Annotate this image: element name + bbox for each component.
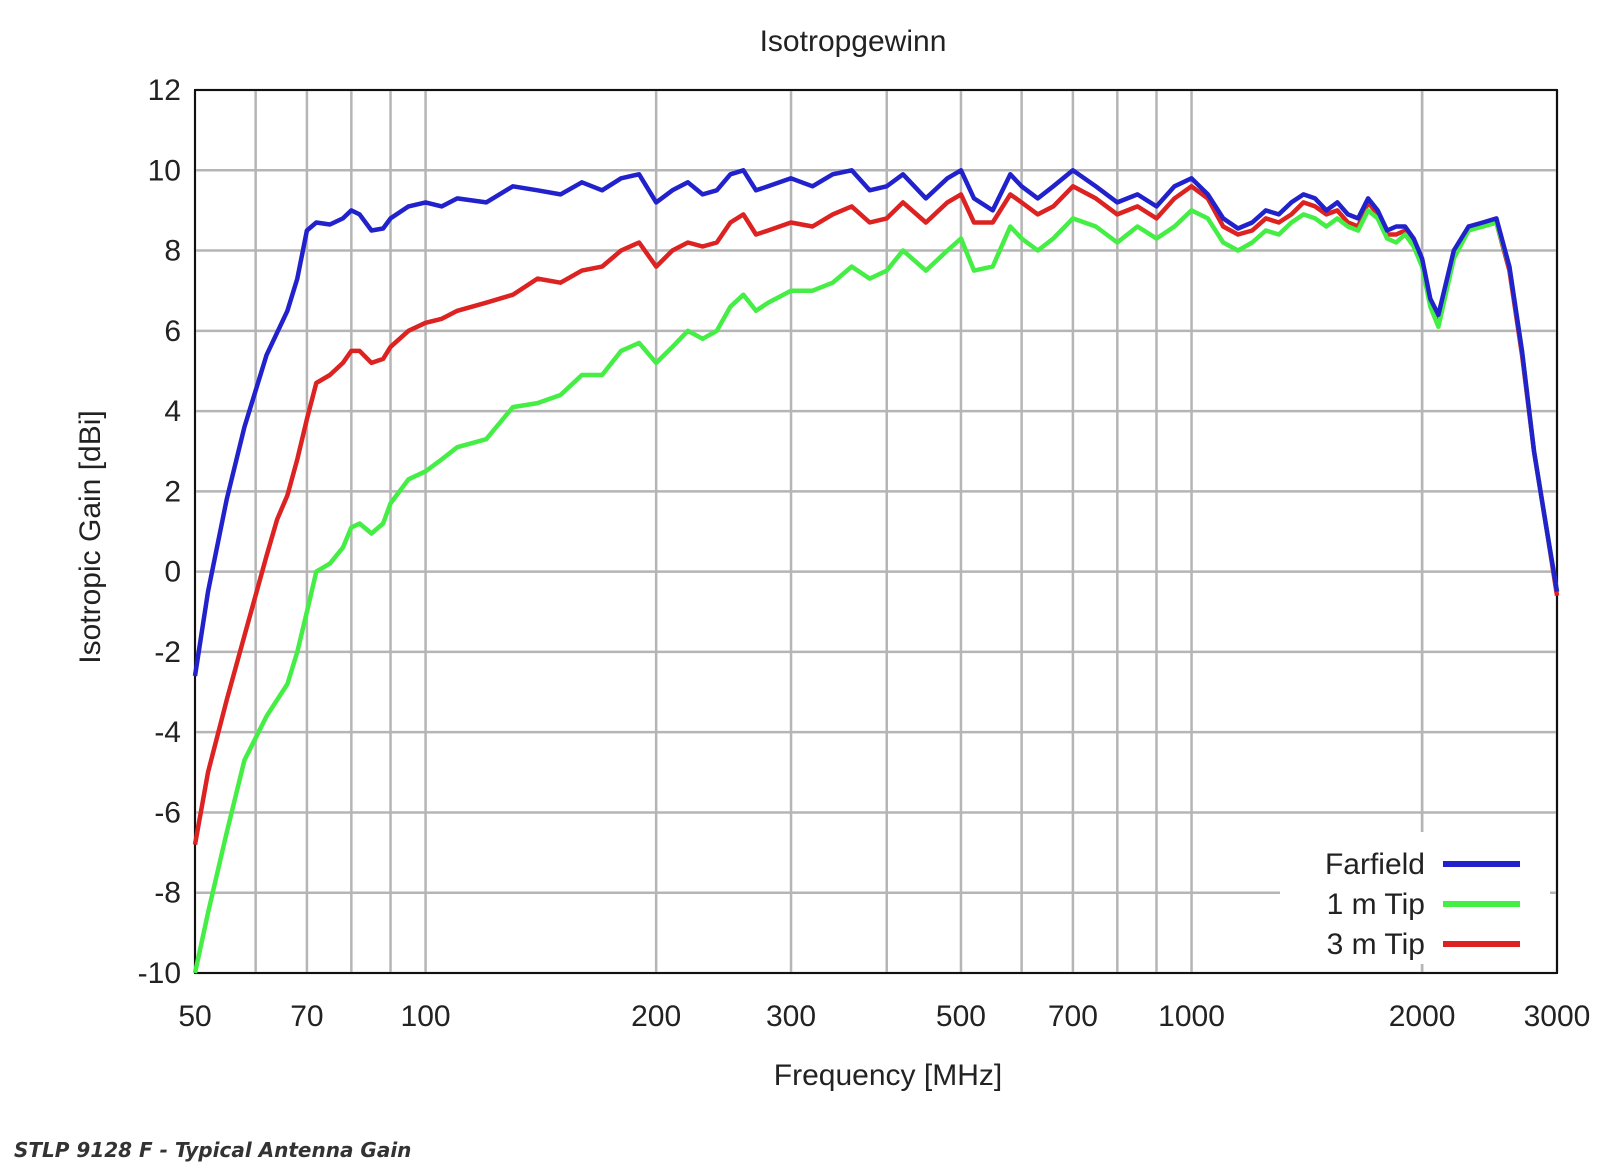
x-tick-label: 700 [1048,1000,1098,1033]
y-tick-label: -10 [138,957,181,990]
legend: Farfield 1 m Tip 3 m Tip [1280,832,1550,964]
legend-label: 1 m Tip [1327,888,1425,921]
x-tick-label: 300 [766,1000,816,1033]
legend-label: 3 m Tip [1327,928,1425,961]
chart-title: Isotropgewinn [760,25,947,58]
y-tick-label: -6 [154,796,181,829]
legend-label: Farfield [1325,848,1425,881]
x-axis-ticks: 50 70 100 200 300 500 700 1000 2000 3000 [178,1000,1590,1033]
y-tick-label: 2 [164,475,181,508]
series-line-farfield [192,168,1560,677]
y-tick-label: -2 [154,636,181,669]
x-tick-label: 200 [631,1000,681,1033]
x-tick-label: 50 [178,1000,211,1033]
y-axis-label: Isotropic Gain [dBi] [74,410,107,663]
x-tick-label: 1000 [1158,1000,1225,1033]
y-tick-label: -4 [154,716,181,749]
y-tick-label: -8 [154,877,181,910]
y-tick-label: 8 [164,235,181,268]
x-tick-label: 3000 [1524,1000,1591,1033]
y-axis-ticks: -10 -8 -6 -4 -2 0 2 4 6 8 10 12 [138,74,181,990]
series-line-1-m-tip [192,208,1560,974]
x-tick-label: 100 [401,1000,451,1033]
y-tick-label: 0 [164,556,181,589]
x-tick-label: 2000 [1389,1000,1456,1033]
figure-caption: STLP 9128 F - Typical Antenna Gain [14,1138,412,1162]
y-tick-label: 12 [148,74,181,107]
y-tick-label: 10 [148,154,181,187]
plot-area [194,89,1558,974]
x-tick-label: 500 [936,1000,986,1033]
y-tick-label: 4 [164,395,181,428]
series-group [192,168,1560,974]
x-tick-label: 70 [290,1000,323,1033]
x-axis-label: Frequency [MHz] [774,1059,1002,1092]
series-line-3-m-tip [192,184,1560,845]
y-tick-label: 6 [164,315,181,348]
